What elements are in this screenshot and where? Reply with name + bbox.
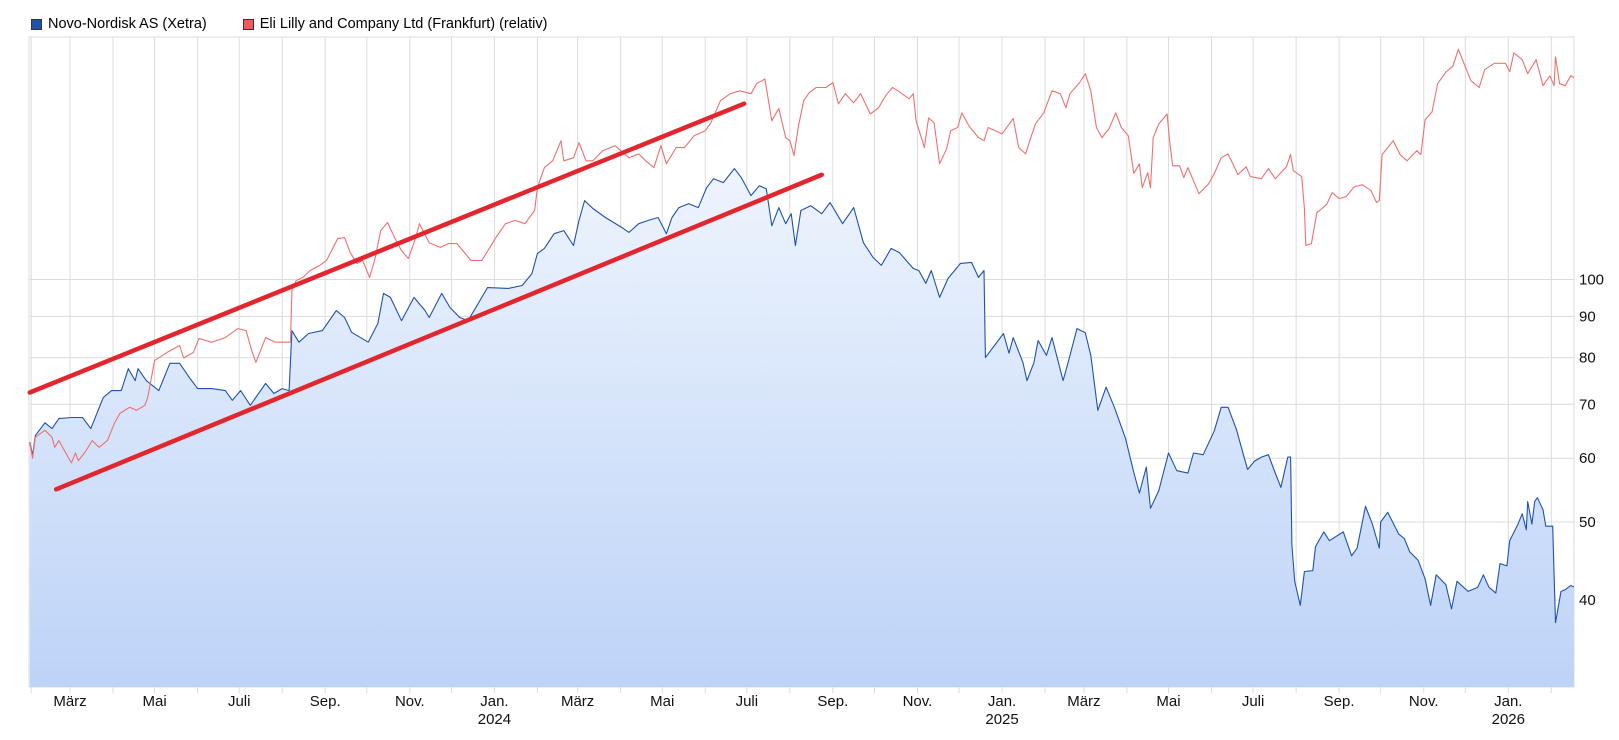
x-tick-label: Nov. (395, 693, 425, 710)
x-tick-label: Sep. (817, 693, 848, 710)
x-tick-year-label: 2025 (985, 711, 1018, 728)
x-tick-label: Sep. (1324, 693, 1355, 710)
x-tick-label: Sep. (310, 693, 341, 710)
series-area-novo-nordisk (29, 168, 1574, 687)
legend-label-eli-lilly: Eli Lilly and Company Ltd (Frankfurt) (r… (259, 16, 548, 32)
x-tick-year-label: 2024 (478, 711, 511, 728)
x-tick-label: März (1067, 693, 1100, 710)
x-tick-label: Jan. (988, 693, 1016, 710)
area-layer (29, 168, 1574, 687)
series-layer (29, 48, 1575, 624)
y-tick-label: 70 (1579, 396, 1596, 413)
series-line-novo-nordisk[interactable] (29, 168, 1575, 624)
x-tick-label: Juli (736, 693, 759, 710)
x-tick-label: März (561, 693, 594, 710)
x-tick-label: Mai (1156, 693, 1180, 710)
y-tick-label: 40 (1579, 592, 1596, 609)
trendline-layer (27, 101, 825, 492)
x-tick-label: Mai (143, 693, 167, 710)
x-tick-label: Nov. (1409, 693, 1439, 710)
y-tick-label: 60 (1579, 450, 1596, 467)
x-tick-label: Jan. (480, 693, 508, 710)
y-tick-label: 50 (1579, 514, 1596, 531)
trendline-lower[interactable] (53, 172, 825, 492)
x-tick-year-label: 2026 (1492, 711, 1525, 728)
x-tick-label: Jan. (1494, 693, 1522, 710)
legend: Novo-Nordisk AS (Xetra) Eli Lilly and Co… (31, 16, 547, 32)
y-tick-label: 80 (1579, 350, 1596, 367)
x-tick-label: Juli (228, 693, 251, 710)
series-line-eli-lilly[interactable] (29, 48, 1575, 464)
y-tick-label: 90 (1579, 308, 1596, 325)
y-tick-label: 100 (1579, 272, 1604, 289)
legend-label-novo-nordisk: Novo-Nordisk AS (Xetra) (48, 16, 207, 32)
x-tick-label: März (53, 693, 86, 710)
legend-item-eli-lilly[interactable]: Eli Lilly and Company Ltd (Frankfurt) (r… (242, 16, 548, 32)
legend-swatch-novo-nordisk (31, 18, 42, 30)
trendline-upper[interactable] (27, 101, 747, 395)
legend-item-novo-nordisk[interactable]: Novo-Nordisk AS (Xetra) (31, 16, 207, 32)
x-tick-label: Juli (1242, 693, 1265, 710)
x-tick-label: Nov. (903, 693, 933, 710)
x-tick-label: Mai (650, 693, 674, 710)
legend-swatch-eli-lilly (242, 18, 254, 30)
